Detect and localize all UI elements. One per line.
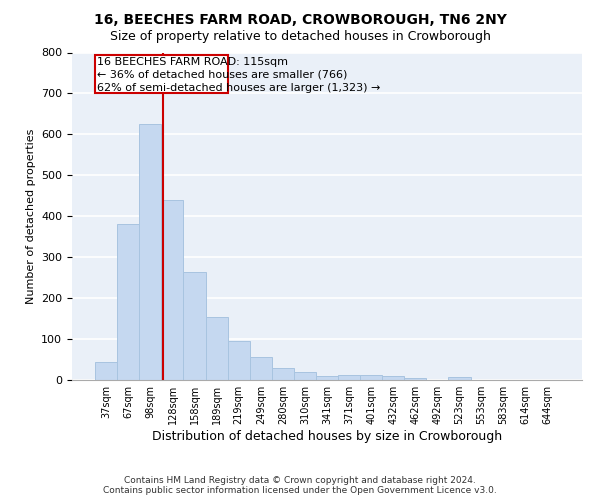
Bar [316,376,338,380]
Text: 16, BEECHES FARM ROAD, CROWBOROUGH, TN6 2NY: 16, BEECHES FARM ROAD, CROWBOROUGH, TN6 … [94,12,506,26]
Text: Contains HM Land Registry data © Crown copyright and database right 2024.
Contai: Contains HM Land Registry data © Crown c… [103,476,497,495]
Bar [382,376,404,380]
Bar [139,124,161,380]
Y-axis label: Number of detached properties: Number of detached properties [26,128,35,304]
Bar [95,362,117,380]
Bar [404,378,427,380]
Bar [117,224,139,380]
Bar [360,375,382,380]
Bar [448,376,470,380]
Bar [338,375,360,380]
Bar [206,316,227,380]
Text: Size of property relative to detached houses in Crowborough: Size of property relative to detached ho… [110,30,490,43]
Bar [250,358,272,380]
Bar [95,54,227,94]
Bar [227,341,250,380]
Bar [294,372,316,380]
Bar [184,272,206,380]
Bar [272,368,294,380]
X-axis label: Distribution of detached houses by size in Crowborough: Distribution of detached houses by size … [152,430,502,443]
Bar [161,200,184,380]
Text: 16 BEECHES FARM ROAD: 115sqm
← 36% of detached houses are smaller (766)
62% of s: 16 BEECHES FARM ROAD: 115sqm ← 36% of de… [97,56,381,93]
